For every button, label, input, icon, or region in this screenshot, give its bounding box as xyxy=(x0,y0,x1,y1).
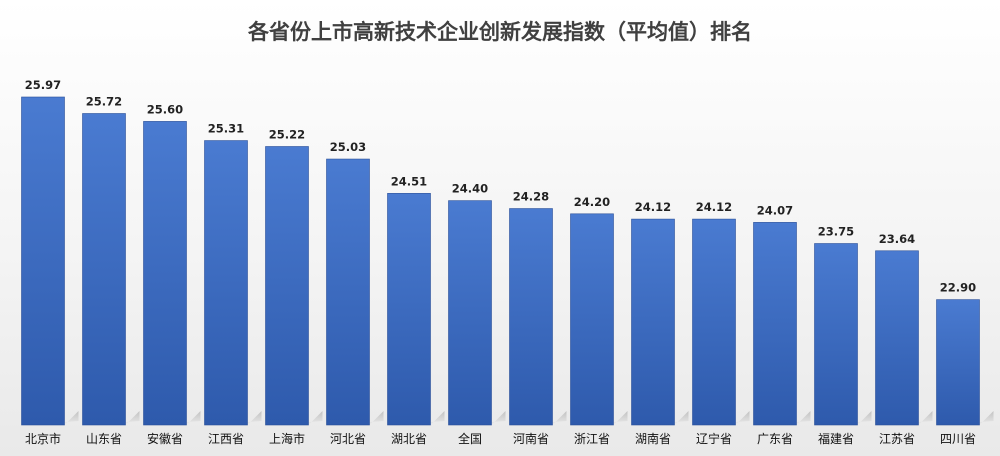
chart-title: 各省份上市高新技术企业创新发展指数（平均值）排名 xyxy=(247,20,752,44)
data-label: 25.72 xyxy=(86,94,122,108)
bar xyxy=(21,96,65,426)
category-labels-group: 北京市 山东省 安徽省 江西省 上海市 河北省 湖北省 全国 河南省 浙江省 湖南省 辽宁省 广东省 福建… xyxy=(25,431,976,446)
bar xyxy=(82,113,126,426)
bar xyxy=(509,208,553,426)
bar xyxy=(448,200,492,426)
category-label: 江苏省 xyxy=(879,432,915,446)
category-label: 福建省 xyxy=(818,431,854,446)
bar xyxy=(631,218,675,426)
category-label: 湖北省 xyxy=(391,431,427,446)
category-label: 全国 xyxy=(458,431,482,446)
bar xyxy=(875,250,919,426)
bar xyxy=(326,158,370,426)
category-label: 河南省 xyxy=(513,431,549,446)
data-label: 25.03 xyxy=(330,140,366,154)
data-label: 24.12 xyxy=(635,200,671,214)
bars-group xyxy=(21,96,994,426)
category-label: 上海市 xyxy=(269,431,305,446)
data-label: 24.40 xyxy=(452,182,488,196)
bar xyxy=(692,218,736,426)
data-label: 24.07 xyxy=(757,203,793,217)
bar xyxy=(265,146,309,426)
data-label: 22.90 xyxy=(940,281,976,295)
bar xyxy=(753,222,797,426)
category-label: 湖南省 xyxy=(635,431,671,446)
data-label: 23.75 xyxy=(818,225,854,239)
data-label: 24.28 xyxy=(513,190,549,204)
bar xyxy=(570,213,614,426)
category-label: 辽宁省 xyxy=(696,431,732,446)
data-label: 25.60 xyxy=(147,102,183,116)
category-label: 江西省 xyxy=(208,432,244,446)
data-label: 25.97 xyxy=(25,78,61,92)
category-label: 安徽省 xyxy=(147,431,183,446)
bar xyxy=(387,193,431,426)
bar xyxy=(204,140,248,426)
data-label: 24.12 xyxy=(696,200,732,214)
data-label: 24.51 xyxy=(391,174,427,188)
data-label: 24.20 xyxy=(574,195,610,209)
data-label: 25.31 xyxy=(208,122,244,136)
category-label: 四川省 xyxy=(940,432,976,446)
category-label: 浙江省 xyxy=(574,432,610,446)
bar xyxy=(936,299,980,426)
category-label: 河北省 xyxy=(330,432,366,446)
data-label: 23.64 xyxy=(879,232,915,246)
data-label: 25.22 xyxy=(269,127,305,141)
value-labels-group: 25.97 25.72 25.60 25.31 25.22 25.03 24.51 24.40… xyxy=(25,78,976,295)
category-label: 山东省 xyxy=(86,432,122,446)
bar xyxy=(143,121,187,426)
category-label: 广东省 xyxy=(757,432,793,446)
bar xyxy=(814,243,858,426)
category-label: 北京市 xyxy=(25,431,61,446)
